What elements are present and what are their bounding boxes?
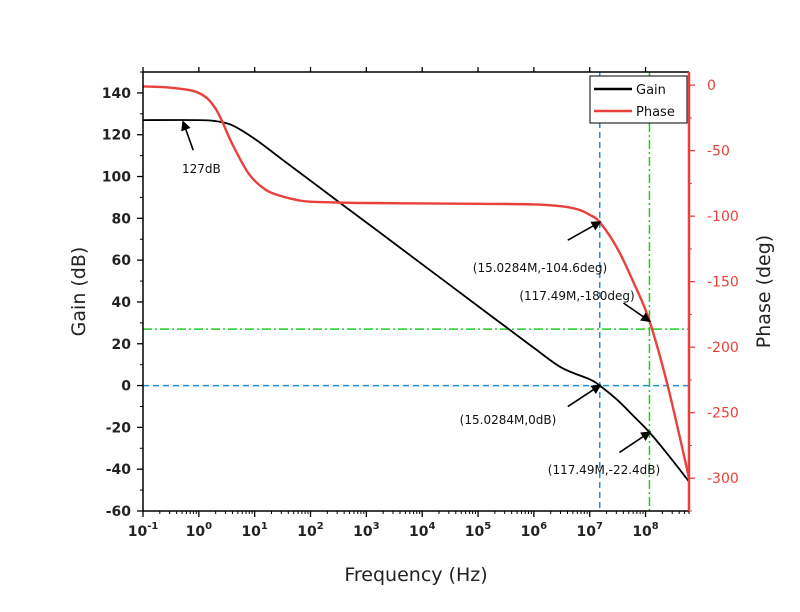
x-tick-label: 107 — [576, 521, 602, 540]
annotations: 127dB (15.0284M,-104.6deg) (117.49M,-180de… — [181, 120, 660, 477]
y-tick-label: 80 — [112, 211, 132, 227]
x-tick-label: 103 — [353, 521, 379, 540]
annotation-label: (117.49M,-180deg) — [519, 289, 634, 303]
legend: Gain Phase — [589, 75, 688, 124]
axes: 10-1 100 101 102 103 104 105 106 107 108 Frequency… — [68, 67, 775, 586]
y-tick-label: 140 — [102, 86, 131, 102]
annotation-label: 127dB — [182, 162, 221, 176]
y-tick-label: 0 — [121, 379, 131, 395]
x-tick-label: 101 — [241, 521, 267, 540]
annotation-arrow — [567, 221, 602, 241]
annotation-label: (15.0284M,-104.6deg) — [473, 261, 607, 275]
x-tick-label: 104 — [409, 521, 435, 540]
series-line-phase — [142, 85, 691, 479]
annotation-arrow — [181, 120, 194, 151]
x-axis-title: Frequency (Hz) — [344, 564, 487, 586]
y-axis-title: Gain (dB) — [68, 247, 90, 337]
y-tick-label: -20 — [106, 420, 132, 436]
annotation-label: (117.49M,-22.4dB) — [548, 463, 660, 477]
legend-label-phase: Phase — [636, 105, 675, 120]
y2-axis-title: Phase (deg) — [753, 235, 775, 348]
annotation-label: (15.0284M,0dB) — [460, 413, 557, 427]
y-tick-label: 20 — [112, 337, 132, 353]
annotation-arrow — [567, 384, 602, 408]
x-tick-label: 105 — [465, 521, 491, 540]
y-tick-label: -40 — [106, 462, 132, 478]
y-tick-label: 120 — [102, 128, 131, 144]
x-tick-label: 10-1 — [128, 521, 159, 540]
y2-tick-label: -300 — [707, 471, 739, 487]
legend-box — [589, 75, 688, 124]
annotation-arrow — [623, 302, 652, 323]
y2-tick-label: -100 — [707, 209, 739, 225]
legend-label-gain: Gain — [636, 83, 666, 98]
y-tick-label: 100 — [102, 170, 131, 186]
y2-tick-label: -200 — [707, 340, 739, 356]
y-tick-label: 40 — [112, 295, 132, 311]
y2-tick-label: -250 — [707, 406, 739, 422]
y-tick-label: -60 — [106, 504, 132, 520]
x-tick-label: 108 — [632, 521, 658, 540]
x-tick-label: 102 — [297, 521, 323, 540]
y-tick-label: 60 — [112, 253, 132, 269]
y2-tick-label: -150 — [707, 275, 739, 291]
data-series — [142, 85, 691, 483]
annotation-arrow — [619, 431, 652, 454]
x-tick-label: 106 — [521, 521, 547, 540]
y2-tick-label: 0 — [707, 78, 716, 94]
y2-tick-label: -50 — [707, 144, 730, 160]
series-line-gain — [142, 119, 690, 483]
x-tick-label: 100 — [186, 521, 212, 540]
